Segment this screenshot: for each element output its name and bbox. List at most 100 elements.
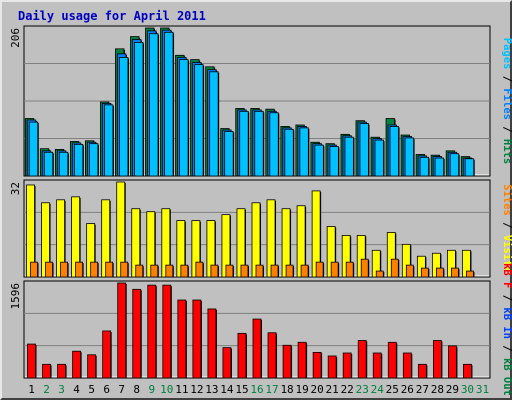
bar-kb-f-day-29 <box>448 345 457 379</box>
axis-label-part: kB F <box>501 263 512 288</box>
bar-pages-day-16 <box>254 110 264 177</box>
day-label: 5 <box>88 383 95 396</box>
bar-sites-day-21 <box>330 261 339 278</box>
bar-kb-f-day-28 <box>432 340 442 379</box>
day-label: 29 <box>446 383 459 396</box>
axis-label-part: / <box>501 69 512 88</box>
bar-sites-day-16 <box>255 264 264 278</box>
panel-hits-files-pages: 206 Pages / Files / Hits <box>9 25 512 177</box>
bar-kb-f-day-10 <box>162 284 172 379</box>
bar-pages-day-30 <box>464 158 475 177</box>
day-label: 23 <box>356 383 369 396</box>
day-label: 13 <box>205 383 218 396</box>
bar-sites-day-30 <box>466 270 474 278</box>
bar-pages-day-22 <box>344 136 354 177</box>
bar-pages-day-27 <box>419 156 430 177</box>
bar-kb-f-day-1 <box>27 343 36 379</box>
bar-pages-day-10 <box>164 31 174 177</box>
bar-pages-day-20 <box>314 144 324 177</box>
bar-kb-f-day-3 <box>57 363 66 379</box>
bar-kb-f-day-15 <box>237 332 247 379</box>
day-label: 1 <box>28 383 35 396</box>
bar-pages-day-28 <box>434 157 445 177</box>
bar-kb-f-day-17 <box>267 332 277 379</box>
bar-pages-day-13 <box>209 71 219 177</box>
bar-kb-f-day-5 <box>87 354 97 379</box>
bar-sites-day-29 <box>451 267 459 278</box>
bar-kb-f-day-18 <box>282 344 292 379</box>
bar-sites-day-10 <box>165 264 174 278</box>
day-label: 28 <box>431 383 444 396</box>
bar-kb-f-day-13 <box>207 308 217 379</box>
bar-sites-day-8 <box>135 264 144 278</box>
bar-kb-f-day-21 <box>327 355 337 379</box>
bar-pages-day-4 <box>73 143 84 177</box>
bar-pages-day-25 <box>389 126 399 177</box>
bar-kb-f-day-22 <box>342 352 352 379</box>
bar-pages-day-11 <box>179 59 189 177</box>
bar-pages-day-6 <box>104 104 114 177</box>
day-label: 20 <box>311 383 324 396</box>
bar-pages-day-2 <box>43 151 54 177</box>
chart-title: Daily usage for April 2011 <box>18 9 206 23</box>
axis-label: kB F / kB In / kB Out <box>501 263 512 396</box>
day-label: 2 <box>43 383 50 396</box>
day-label: 11 <box>175 383 188 396</box>
bar-kb-f-day-25 <box>387 341 397 379</box>
bar-pages-day-3 <box>58 151 69 177</box>
bar-kb-f-day-26 <box>402 352 412 379</box>
bar-pages-day-24 <box>374 139 384 177</box>
bar-pages-day-12 <box>194 64 204 177</box>
bar-kb-f-day-27 <box>417 363 427 379</box>
bar-pages-day-14 <box>224 131 234 177</box>
bar-pages-day-7 <box>119 57 129 177</box>
bar-kb-f-day-8 <box>132 288 142 379</box>
bar-kb-f-day-19 <box>297 341 307 379</box>
bar-sites-day-11 <box>180 264 189 278</box>
bar-kb-f-day-11 <box>177 299 187 379</box>
bar-kb-f-day-2 <box>42 363 51 379</box>
bar-sites-day-20 <box>315 261 324 278</box>
bar-sites-day-23 <box>360 258 369 278</box>
bar-sites-day-24 <box>375 270 384 278</box>
axis-label-part: kB Out <box>501 358 512 396</box>
bar-pages-day-19 <box>299 127 309 177</box>
bar-sites-day-6 <box>105 261 114 278</box>
bar-kb-f-day-16 <box>252 318 262 379</box>
bar-sites-day-17 <box>270 264 279 278</box>
bar-sites-day-27 <box>420 267 429 278</box>
bar-pages-day-9 <box>149 33 159 177</box>
panel-visits-sites: 32 Sites / Visits <box>9 179 512 278</box>
day-label: 18 <box>280 383 293 396</box>
bar-sites-day-13 <box>210 264 219 278</box>
bar-sites-day-4 <box>75 261 84 278</box>
axis-label-part: kB In <box>501 307 512 339</box>
axis-label-part: Pages <box>501 38 512 70</box>
bar-sites-day-15 <box>240 264 249 278</box>
bar-kb-f-day-12 <box>192 299 202 379</box>
bar-sites-day-22 <box>345 261 354 278</box>
bar-sites-day-3 <box>60 261 68 278</box>
day-label: 9 <box>148 383 155 396</box>
bar-sites-day-28 <box>435 267 444 278</box>
day-label: 27 <box>416 383 429 396</box>
day-label: 10 <box>160 383 173 396</box>
bar-sites-day-25 <box>390 258 399 278</box>
day-label: 25 <box>386 383 399 396</box>
bar-pages-day-21 <box>329 146 339 177</box>
axis-label-part: Sites <box>501 184 512 216</box>
day-label: 17 <box>265 383 278 396</box>
axis-label-part: Files <box>501 88 512 120</box>
bar-kb-f-day-23 <box>357 340 367 379</box>
bar-kb-f-day-24 <box>372 352 382 379</box>
axis-label-part: / <box>501 339 512 358</box>
day-label: 8 <box>133 383 140 396</box>
axis-label: Sites / Visits <box>501 184 512 273</box>
bar-kb-f-day-4 <box>72 350 82 379</box>
day-label: 15 <box>235 383 248 396</box>
bar-sites-day-12 <box>195 261 204 278</box>
bar-pages-day-23 <box>359 123 369 177</box>
bar-sites-day-14 <box>225 264 234 278</box>
bar-sites-day-7 <box>120 261 129 278</box>
